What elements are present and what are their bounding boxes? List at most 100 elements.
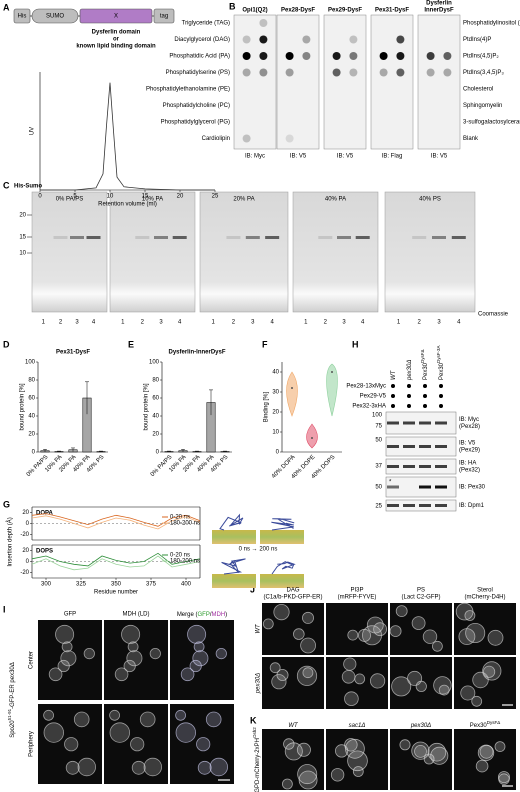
gel-band [412,236,427,239]
panel-letter: D [3,339,10,349]
cell [196,737,211,752]
cell [475,759,489,773]
label: (Pex32) [459,468,480,474]
cell [131,760,146,775]
label: 1 [121,320,125,326]
x-tick-label: 400 [181,582,192,588]
cell [175,722,197,743]
y-tick-label: 0 [156,450,160,456]
label: 37 [375,464,382,470]
text-part: GPD-mCherry-2xPH [255,738,261,792]
gel [384,191,476,313]
legend-label: 180-200 ns [170,521,200,527]
y-tick-label: 0 [32,450,36,456]
blot-band [387,485,399,489]
x-tick-label: 375 [146,582,157,588]
label: Pex29-DysF [328,8,362,14]
label: SUMO [46,14,64,20]
strain-label: Pex30DysFΔ [420,349,429,380]
label: Pex28-13xMyc [346,384,386,390]
cell [357,628,371,642]
domain-box [153,8,175,24]
panel-letter: F [262,339,268,349]
label: Sterol [477,588,493,594]
strain-label: Pex30DysFΔ [470,720,501,729]
blot-band [435,504,447,507]
strain-label: WT [288,723,299,729]
genotype-dot [407,394,411,398]
cell [61,641,73,653]
label: WT [256,623,262,634]
cell [347,750,368,772]
label: tag [160,14,168,20]
chart-title: Pex31-DysF [56,350,90,356]
y-axis-label: Binding [%] [264,391,270,422]
chart: UV 0 5 10 15 20 25 Retention volume (ml) [30,72,219,208]
cell [43,709,54,721]
label: IB: Myc [459,417,479,423]
y-axis-label: bound protein [%] [144,383,150,430]
gel-band [265,236,280,239]
blot-band [403,421,415,425]
label: (mCherry-D4H) [465,595,506,601]
label: Triglyceride (TAG) [182,21,230,27]
label: 10% PA [142,197,163,203]
gel-band [135,236,150,239]
cell [127,641,139,653]
data-line [31,515,201,530]
label: 100 [372,413,383,419]
text-part: Spo20 [10,720,16,738]
text-part: ) [225,612,227,618]
label: 15 [19,235,26,241]
micrograph [390,657,452,709]
text-part: pex30Δ [407,360,413,381]
label: 3 [251,320,255,326]
label: Phosphatidic Acid (PA) [169,54,230,60]
gel [31,191,108,313]
x-tick-label: 0% PA/PS [150,454,174,478]
genotype-dot [391,394,395,398]
text-part: / [210,612,212,618]
cell [143,757,163,777]
label: Pex32-3xHA [352,404,386,410]
lipid-spot [285,134,294,143]
text-part: -GFP-ER pex30Δ [10,662,16,709]
median [291,387,293,389]
label: 3 [437,320,441,326]
label: 50 [375,438,382,444]
micrograph [104,620,168,700]
membrane [260,574,304,588]
panel-letter: H [352,339,359,349]
x-axis-label: Retention volume (ml) [98,202,157,208]
label: IB: V5 [290,154,307,160]
cell [269,662,281,674]
cell [334,744,349,758]
label: 20 [19,213,26,219]
cell [494,741,506,752]
micrograph [262,603,324,655]
cell [43,722,65,743]
lipid-spot [285,52,294,60]
cell [123,659,136,673]
cell [126,650,143,667]
lipid-spot [285,68,294,77]
text-part: Pex30 [470,723,488,729]
label: * [389,480,392,486]
label: 4 [178,320,182,326]
micrograph [38,620,102,700]
label: IB: V5 [459,441,476,447]
strain-label: pex30Δ [410,723,431,729]
strain-label: Spo2051-91-GFP-ER pex30Δ [7,662,16,738]
cell [438,684,450,696]
cell [389,625,402,637]
label: Diacylglycerol (DAG) [174,37,230,43]
gel-band [337,236,351,239]
cell [415,680,427,693]
genotype-dot [439,394,443,398]
cell [273,603,290,621]
cell [83,647,95,660]
label: 2 [232,320,236,326]
cell [298,770,318,790]
gel-band [226,236,241,239]
